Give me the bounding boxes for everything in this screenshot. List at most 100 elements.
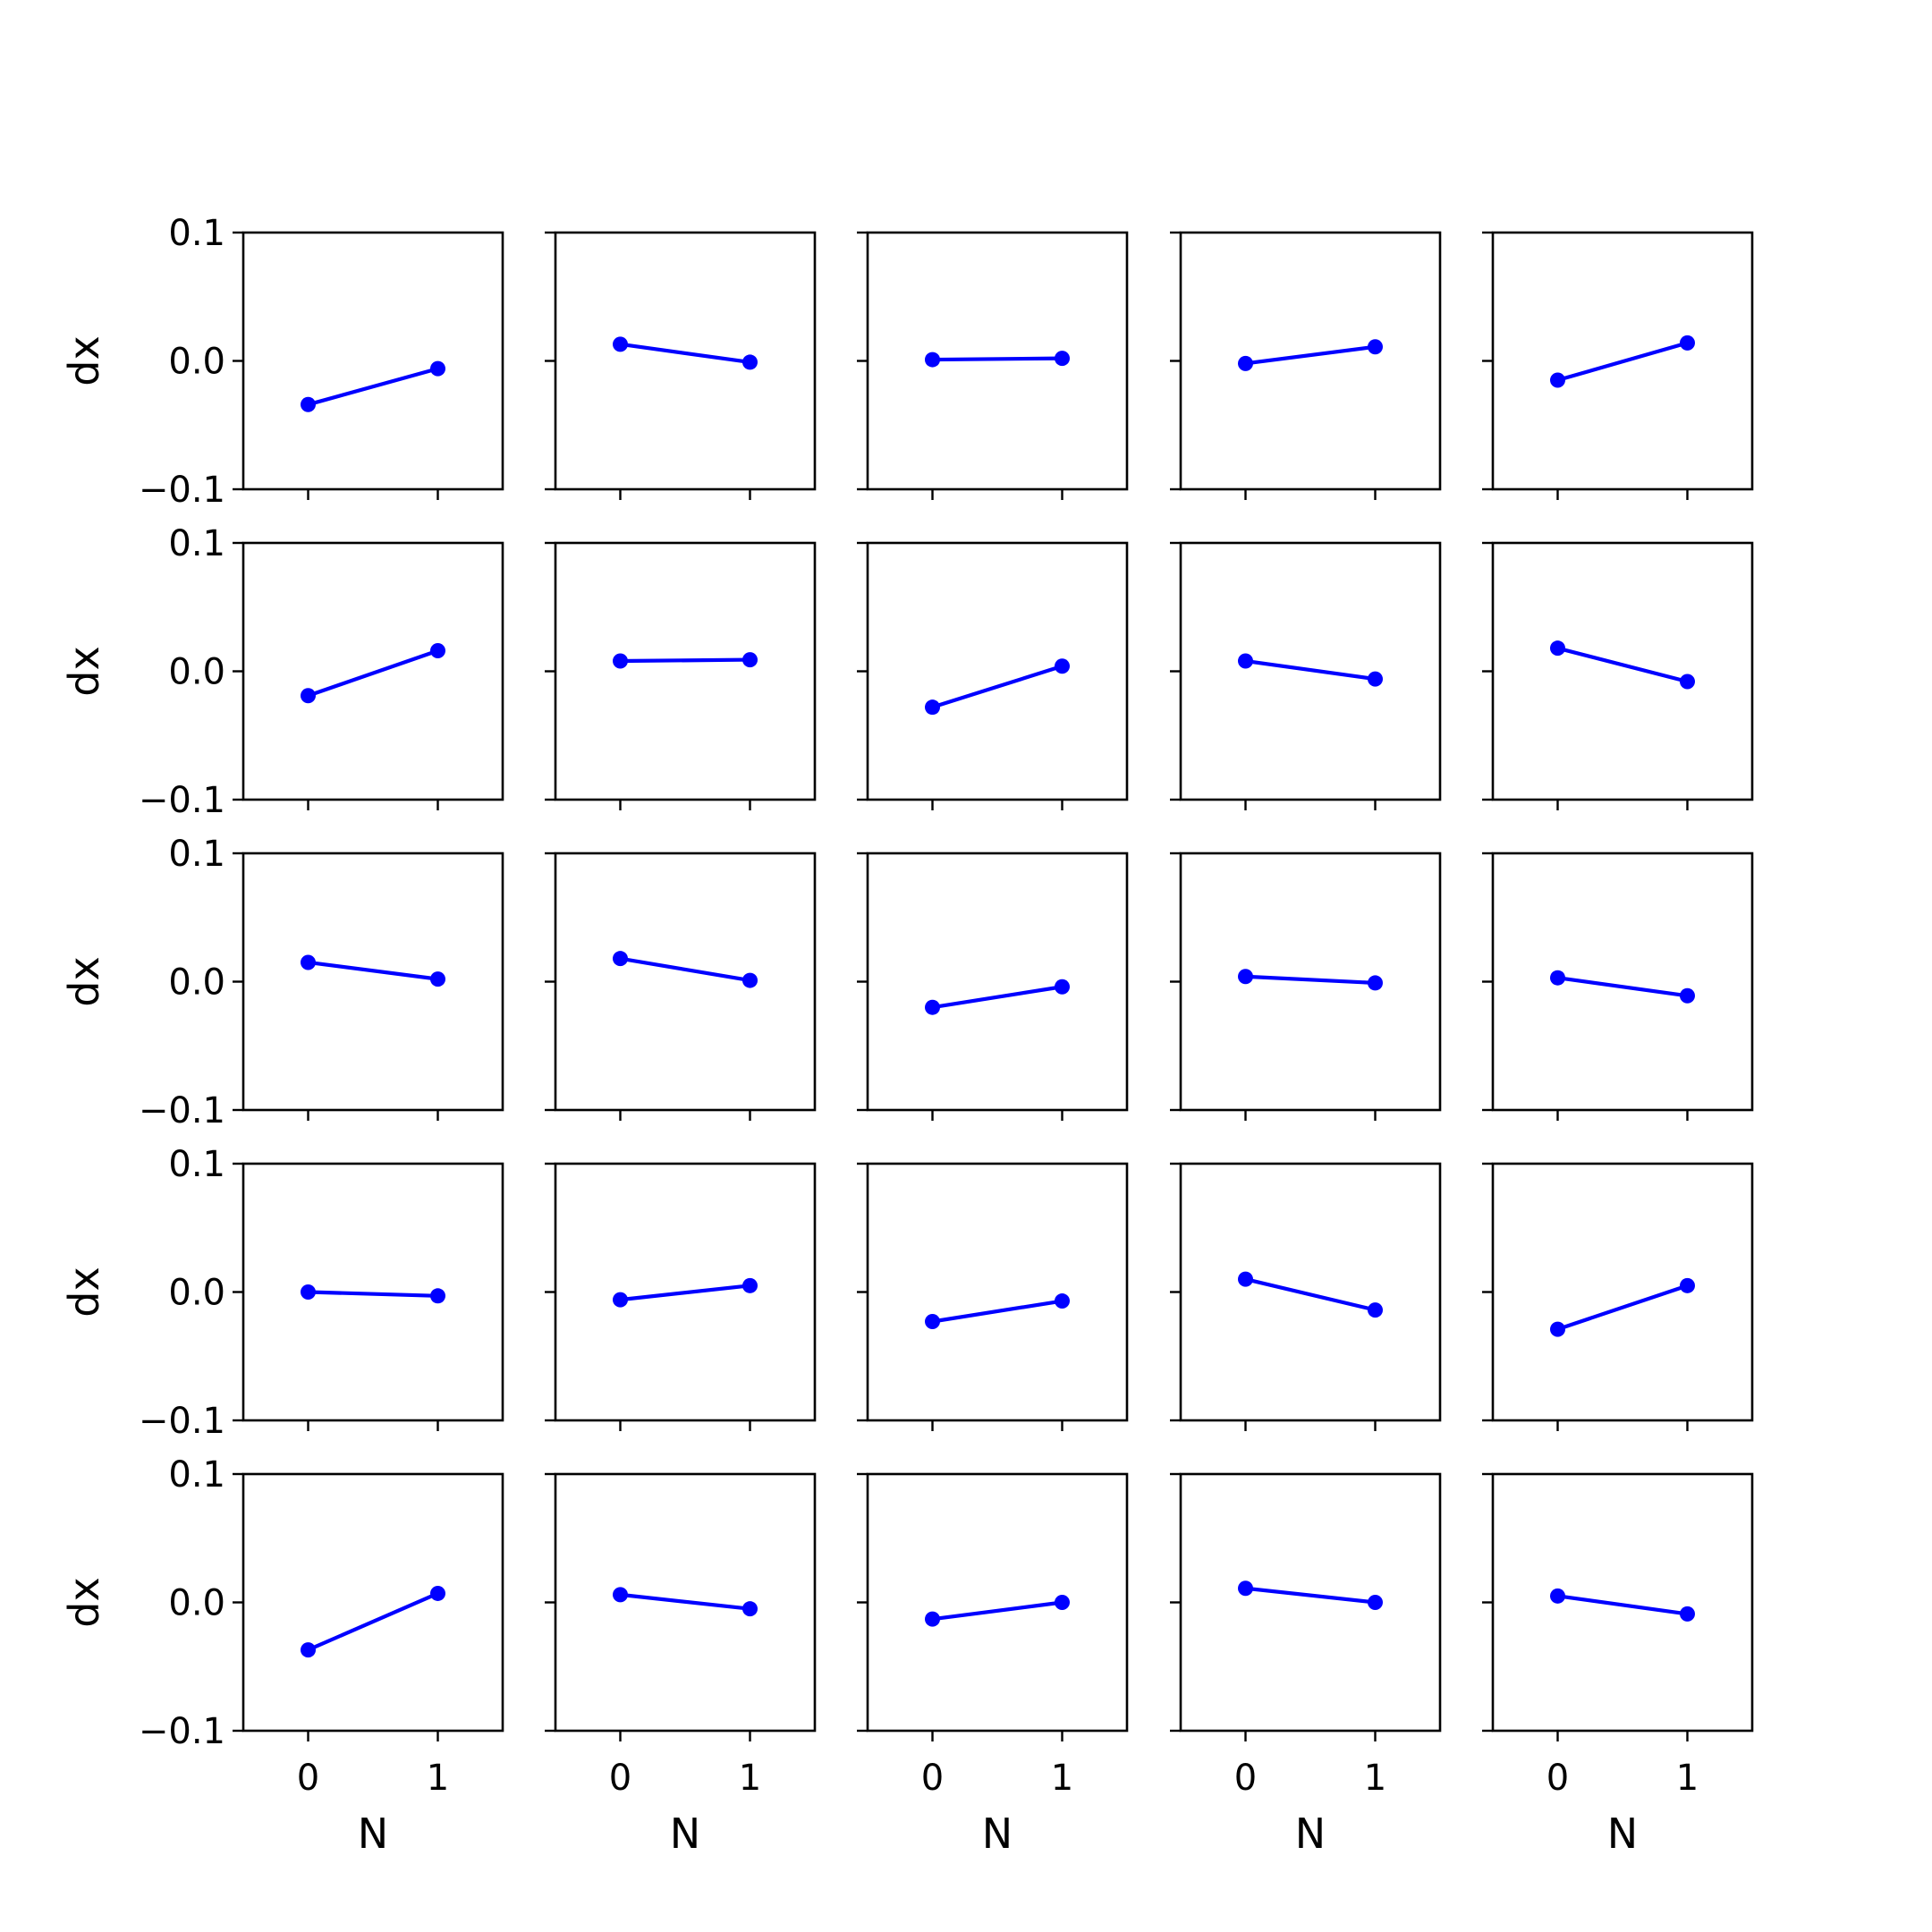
y-axis-label: dx — [60, 1267, 108, 1317]
data-point — [1238, 355, 1253, 371]
y-tick-label: −0.1 — [139, 1401, 225, 1442]
data-point — [613, 951, 628, 967]
subplot-r5-c5: 0 1N — [1482, 1472, 1754, 1858]
series-line — [1557, 1594, 1688, 1616]
data-point — [613, 653, 628, 669]
series-line — [620, 1592, 750, 1611]
axes-frame — [1491, 541, 1754, 801]
x-tick-label: 1 — [1676, 1758, 1699, 1799]
axes-frame — [554, 541, 817, 801]
data-point — [1368, 975, 1383, 991]
series-line — [932, 356, 1063, 362]
axes-frame — [1179, 1162, 1442, 1422]
axes-frame — [1491, 852, 1754, 1112]
series-line — [1245, 974, 1376, 986]
axes-frame — [866, 231, 1129, 491]
axes-frame — [242, 1472, 504, 1733]
x-tick-label: 0 — [1234, 1758, 1257, 1799]
series-line — [307, 367, 439, 407]
subplot-r4-c4 — [1170, 1162, 1442, 1431]
x-axis-label: N — [670, 1809, 700, 1858]
series-line — [1245, 344, 1376, 366]
data-point — [430, 1288, 445, 1304]
y-axis-label: dx — [60, 1577, 108, 1627]
x-tick-label: 0 — [297, 1758, 319, 1799]
y-axis-label: dx — [60, 646, 108, 696]
axes-frame — [866, 541, 1129, 801]
y-tick-label: −0.1 — [139, 470, 225, 511]
series-line — [1245, 1586, 1376, 1605]
y-tick-label: −0.1 — [139, 780, 225, 821]
data-point — [1055, 351, 1070, 367]
y-tick-label: −0.1 — [139, 1090, 225, 1131]
data-point — [430, 1585, 445, 1601]
data-point — [1055, 979, 1070, 995]
subplot-r4-c3 — [857, 1162, 1129, 1431]
data-point — [1680, 1606, 1695, 1622]
subplot-r2-c4 — [1170, 541, 1442, 810]
subplot-r2-c3 — [857, 541, 1129, 810]
axes-frame — [242, 231, 504, 491]
y-tick-label: 0.0 — [168, 652, 225, 693]
axes-frame — [1179, 231, 1442, 491]
series-line — [307, 648, 439, 698]
subplot-r2-c5 — [1482, 541, 1754, 810]
axes-frame — [1491, 1162, 1754, 1422]
axes-frame — [554, 852, 817, 1112]
data-point — [742, 354, 758, 370]
series-line — [1556, 341, 1689, 383]
y-tick-label: 0.0 — [168, 342, 225, 383]
subplot-r2-c2 — [545, 541, 817, 810]
x-tick-label: 0 — [921, 1758, 944, 1799]
y-tick-label: 0.1 — [168, 1454, 225, 1496]
subplot-grid: 0.10.0−0.1dx0.10.0−0.1dx0.10.0−0.1dx0.10… — [60, 213, 1754, 1858]
data-point — [430, 643, 445, 659]
series-line — [932, 985, 1063, 1010]
subplot-r4-c2 — [545, 1162, 817, 1431]
x-tick-label: 1 — [427, 1758, 449, 1799]
data-point — [742, 652, 758, 668]
subplot-r1-c3 — [857, 231, 1129, 500]
axes-frame — [866, 1162, 1129, 1422]
data-point — [613, 1292, 628, 1308]
series-line — [932, 1600, 1063, 1622]
data-point — [1680, 335, 1695, 351]
subplot-r1-c4 — [1170, 231, 1442, 500]
y-axis-label: dx — [60, 335, 108, 386]
x-tick-label: 0 — [1546, 1758, 1569, 1799]
y-axis-label: dx — [60, 956, 108, 1006]
data-point — [1238, 653, 1253, 669]
data-point — [1680, 674, 1695, 690]
x-tick-label: 0 — [609, 1758, 631, 1799]
x-axis-label: N — [1607, 1809, 1638, 1858]
series-line — [620, 657, 750, 664]
y-tick-label: 0.0 — [168, 1583, 225, 1624]
data-point — [301, 954, 316, 970]
data-point — [1055, 1595, 1070, 1610]
data-point — [1680, 1277, 1695, 1293]
y-tick-label: 0.1 — [168, 213, 225, 254]
series-line — [308, 1290, 438, 1298]
series-line — [1556, 1284, 1689, 1332]
data-point — [1680, 987, 1695, 1004]
y-tick-label: 0.0 — [168, 962, 225, 1004]
series-line — [932, 1299, 1063, 1324]
data-point — [1550, 372, 1565, 388]
data-point — [925, 352, 940, 368]
data-point — [742, 1601, 758, 1617]
axes-frame — [1179, 852, 1442, 1112]
series-line — [620, 1284, 750, 1302]
data-point — [1550, 1588, 1565, 1604]
subplot-r3-c3 — [857, 852, 1129, 1121]
y-tick-label: 0.1 — [168, 834, 225, 875]
data-point — [301, 1642, 316, 1658]
subplot-r1-c5 — [1482, 231, 1754, 500]
series-line — [307, 1591, 439, 1652]
series-line — [308, 960, 438, 981]
subplot-r1-c2 — [545, 231, 817, 500]
y-tick-label: −0.1 — [139, 1711, 225, 1752]
data-point — [1238, 1271, 1253, 1287]
x-axis-label: N — [1295, 1809, 1326, 1858]
axes-frame — [1491, 1472, 1754, 1733]
